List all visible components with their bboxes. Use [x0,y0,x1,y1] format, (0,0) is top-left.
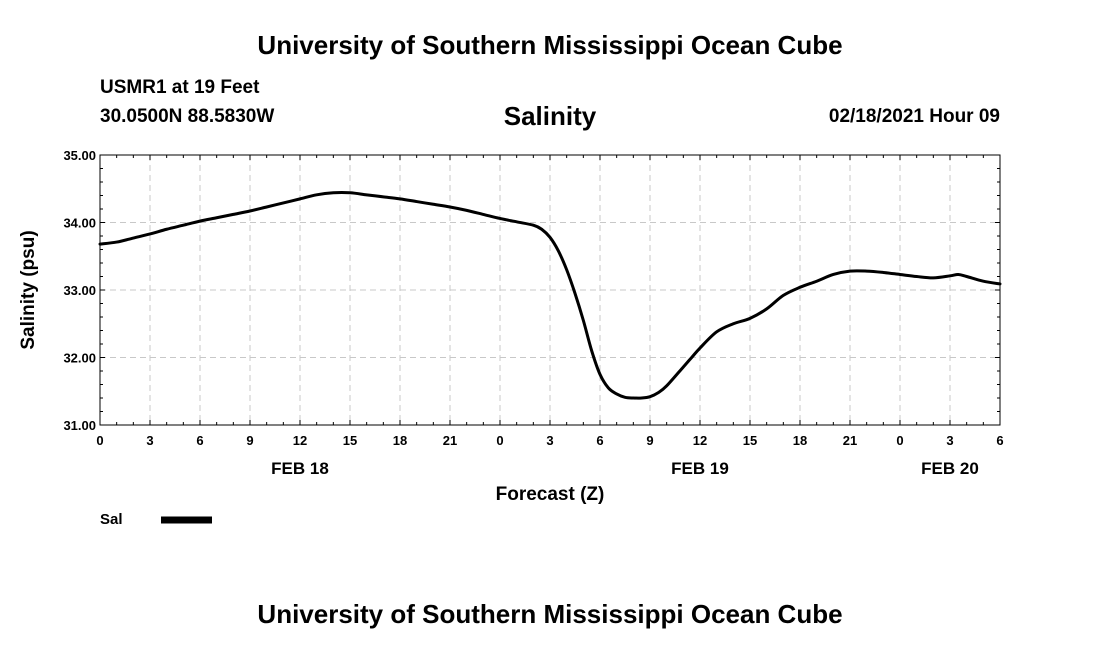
page-title-bottom: University of Southern Mississippi Ocean… [257,599,843,629]
grid-lines [100,155,1000,425]
x-tick-label: 21 [443,433,457,448]
x-tick-label: 9 [246,433,253,448]
x-tick-label: 3 [146,433,153,448]
x-axis-title: Forecast (Z) [496,484,605,505]
x-tick-label: 0 [96,433,103,448]
page-title-top: University of Southern Mississippi Ocean… [257,30,843,60]
station-label: USMR1 at 19 Feet [100,77,260,98]
x-tick-label: 15 [343,433,357,448]
x-tick-label: 3 [546,433,553,448]
parameter-title: Salinity [503,101,597,131]
y-tick-label: 33.00 [63,283,96,298]
axis-ticks [99,154,1001,426]
y-tick-label: 31.00 [63,418,96,433]
x-tick-label: 21 [843,433,857,448]
x-tick-label: 15 [743,433,757,448]
legend-label: Sal [100,511,123,528]
x-tick-label: 6 [196,433,203,448]
series-layer [98,191,1002,400]
series-line-sal [98,191,1002,400]
coordinates-label: 30.0500N 88.5830W [100,106,275,127]
y-tick-label: 34.00 [63,216,96,231]
x-tick-label: 0 [896,433,903,448]
day-label: FEB 20 [921,459,979,478]
day-label: FEB 18 [271,459,329,478]
x-tick-label: 18 [793,433,807,448]
y-tick-label: 32.00 [63,351,96,366]
x-tick-label: 0 [496,433,503,448]
axis-labels: 0 3 6 9 12 15 18 21 0 3 6 9 12 15 18 21 0 3 6 31.00 32.00 33.… [63,148,1003,478]
day-label: FEB 19 [671,459,729,478]
x-tick-label: 6 [996,433,1003,448]
x-tick-label: 12 [693,433,707,448]
x-tick-label: 9 [646,433,653,448]
x-tick-label: 6 [596,433,603,448]
x-tick-label: 18 [393,433,407,448]
x-tick-label: 3 [946,433,953,448]
x-tick-label: 12 [293,433,307,448]
datetime-label: 02/18/2021 Hour 09 [828,106,1000,127]
y-axis-title: Salinity (psu) [18,230,39,349]
y-tick-label: 35.00 [63,148,96,163]
